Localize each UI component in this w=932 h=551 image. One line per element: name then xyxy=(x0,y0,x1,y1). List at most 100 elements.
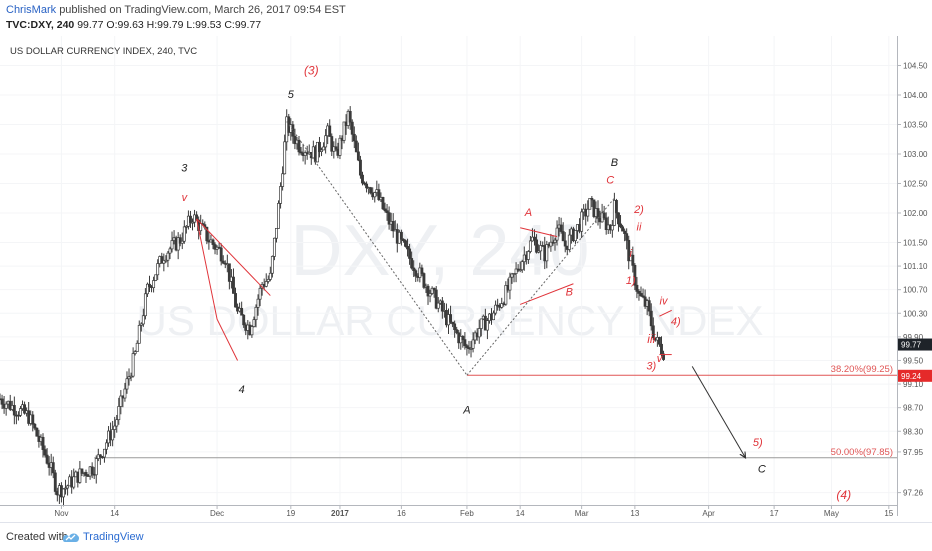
time-tick-label: 19 xyxy=(286,509,295,518)
candle-body xyxy=(324,135,328,148)
candle-body xyxy=(350,121,354,135)
price-tick-label: 103.50 xyxy=(903,120,928,129)
time-tick-label: 16 xyxy=(397,509,406,518)
wave-trendline xyxy=(196,218,271,296)
candle-body xyxy=(420,267,424,274)
candle-body xyxy=(469,348,473,350)
wave-trendline xyxy=(520,227,558,238)
candle-body xyxy=(535,239,539,253)
price-tick-label: 101.10 xyxy=(903,262,928,271)
candle-body xyxy=(115,419,119,427)
candle-body xyxy=(178,237,182,244)
time-tick-label: 14 xyxy=(516,509,525,518)
price-axis[interactable]: 104.50 104.00 103.50 103.00 102.50 102.00 101.… xyxy=(897,61,928,498)
price-tick-label: 98.30 xyxy=(903,427,924,436)
candle-body xyxy=(162,260,166,264)
candle-body xyxy=(137,324,141,344)
wave-label: 3) xyxy=(646,360,656,372)
candle-body xyxy=(518,269,522,272)
fib-level-label: 38.20%(99.25) xyxy=(831,364,893,375)
candle-body xyxy=(633,265,637,286)
candle-body xyxy=(356,151,360,161)
candle-body xyxy=(627,239,631,262)
candle-body xyxy=(567,234,571,250)
candle-body xyxy=(440,300,444,312)
candle-body xyxy=(254,306,258,321)
candle-body xyxy=(270,256,274,274)
candle-body xyxy=(272,237,276,257)
candle-body xyxy=(166,252,170,261)
candle-body xyxy=(561,231,565,242)
candle-body xyxy=(500,303,504,308)
candle-body xyxy=(16,414,20,417)
wave-label: v xyxy=(182,192,189,204)
candle-body xyxy=(549,241,553,247)
time-tick-label: Apr xyxy=(702,509,715,518)
candle-body xyxy=(596,208,600,219)
price-tick-label: 99.90 xyxy=(903,333,924,342)
candle-body xyxy=(266,279,270,282)
candle-body xyxy=(129,375,133,378)
candle-body xyxy=(662,353,665,360)
candle-body xyxy=(41,436,45,450)
wave-label: 4) xyxy=(671,316,681,328)
wave-label: 5 xyxy=(288,89,295,101)
candle-body xyxy=(66,485,70,489)
candle-body xyxy=(125,378,129,390)
candle-body xyxy=(111,429,115,441)
tradingview-logo-icon[interactable] xyxy=(62,530,80,544)
time-tick-label: 14 xyxy=(110,509,119,518)
candle-body xyxy=(377,189,381,201)
candle-body xyxy=(277,203,280,229)
candle-body xyxy=(170,240,174,250)
candle-body xyxy=(619,223,622,228)
candle-body xyxy=(264,281,268,287)
wave-label: (3) xyxy=(304,63,319,77)
candle-series xyxy=(0,106,665,507)
candle-body xyxy=(623,230,627,234)
candle-body xyxy=(471,339,475,349)
candle-body xyxy=(539,245,543,252)
candle-body xyxy=(477,328,481,338)
candle-body xyxy=(127,376,131,380)
time-axis[interactable]: Nov 14 Dec 19 2017 16 Feb 14 Mar 13 Apr 17 May 15 xyxy=(54,505,894,518)
time-tick-label: 13 xyxy=(630,509,639,518)
candle-body xyxy=(461,336,465,340)
candle-body xyxy=(105,442,108,450)
wave-label: v xyxy=(657,353,664,365)
candle-body xyxy=(84,472,88,476)
ohlc-values: 99.77 O:99.63 H:99.79 L:99.53 C:99.77 xyxy=(77,19,262,31)
candle-body xyxy=(221,260,225,264)
candle-body xyxy=(649,310,653,327)
candle-body xyxy=(428,293,432,297)
candle-body xyxy=(453,323,457,330)
candle-body xyxy=(641,295,645,298)
candle-body xyxy=(318,141,321,152)
candle-body xyxy=(35,427,39,437)
candle-body xyxy=(365,183,369,189)
publish-info: published on TradingView.com, March 26, … xyxy=(59,4,346,16)
candle-body xyxy=(492,312,496,321)
candle-body xyxy=(164,259,168,262)
candle-body xyxy=(43,449,47,456)
candle-body xyxy=(135,342,139,352)
tradingview-brand-link[interactable]: TradingView xyxy=(83,531,144,543)
author-link[interactable]: ChrisMark xyxy=(6,4,57,16)
candle-body xyxy=(320,149,323,152)
candle-body xyxy=(358,159,362,176)
candle-body xyxy=(19,408,22,416)
candle-body xyxy=(168,248,172,254)
candle-body xyxy=(51,462,55,474)
time-tick-label: Mar xyxy=(575,509,589,518)
candle-body xyxy=(94,458,98,476)
price-tick-label: 102.50 xyxy=(903,179,928,188)
candle-body xyxy=(279,186,283,204)
candle-body xyxy=(369,187,373,194)
candle-body xyxy=(146,283,149,295)
price-tick-label: 98.70 xyxy=(903,404,924,413)
candle-body xyxy=(590,198,594,201)
candle-body xyxy=(520,261,524,271)
candle-body xyxy=(526,251,530,260)
